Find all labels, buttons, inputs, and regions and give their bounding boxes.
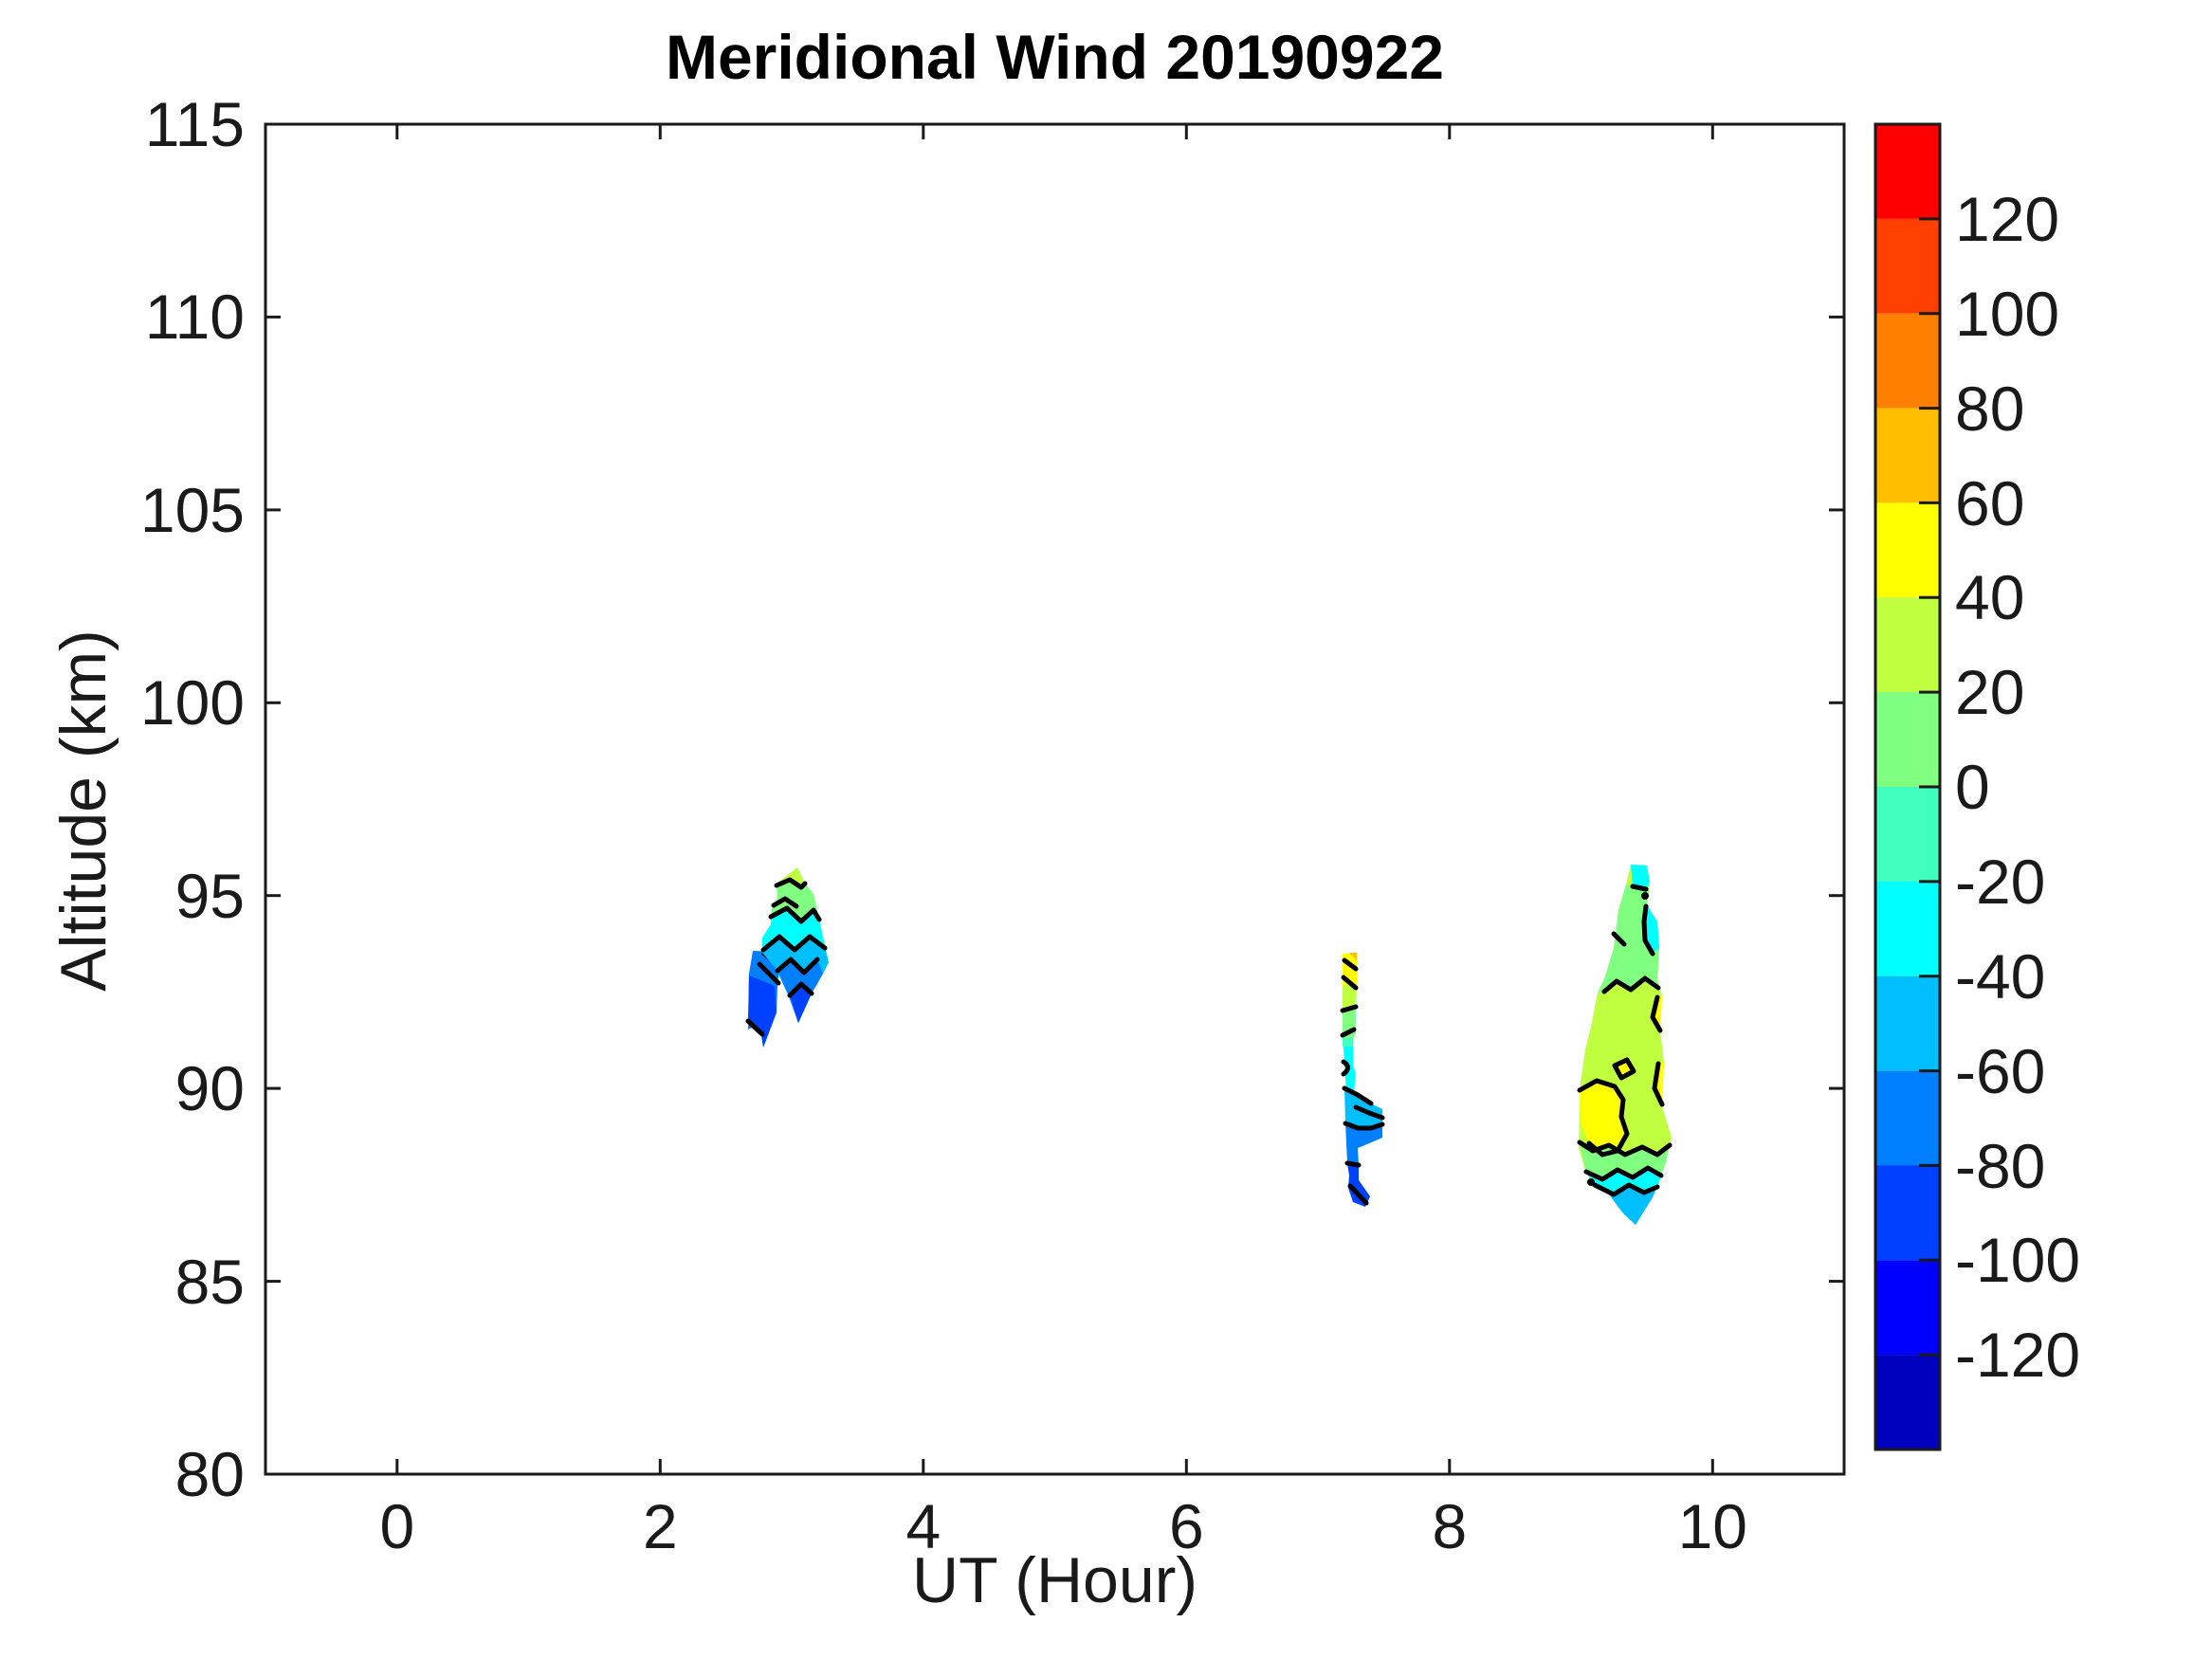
contour-patch-4 xyxy=(1577,865,1673,1225)
patch3-azure-band xyxy=(1345,1123,1382,1165)
patch4-contour-line xyxy=(1650,994,1663,1033)
colorbar-segment xyxy=(1875,787,1940,882)
colorbar-tick-label: 80 xyxy=(1955,373,2025,444)
x-axis-ticks-bottom xyxy=(395,1459,1714,1474)
patch3-amber-sliver xyxy=(1349,953,1357,960)
patch4-contour-line xyxy=(1592,1182,1660,1197)
y-tick-label: 95 xyxy=(174,861,245,931)
patch4-contour-line xyxy=(1652,1061,1665,1107)
colorbar-segment xyxy=(1875,218,1940,314)
y-tick-label: 115 xyxy=(144,89,245,159)
patch4-contour-line xyxy=(1611,931,1627,947)
patch2-contour-line xyxy=(771,896,799,909)
colorbar-segment xyxy=(1875,1165,1940,1261)
y-tick-label: 90 xyxy=(174,1053,245,1123)
x-tick-label: 8 xyxy=(1432,1491,1468,1561)
colorbar-tick-label: 60 xyxy=(1955,467,2025,538)
y-tick-label: 80 xyxy=(174,1439,245,1509)
patch1-contour-line xyxy=(745,1018,765,1037)
patch4-yellow-sliver-right xyxy=(1653,995,1662,1030)
patch3-contour-line xyxy=(1342,957,1359,972)
x-tick-label: 2 xyxy=(642,1491,678,1561)
colorbar-tick-label: -60 xyxy=(1955,1035,2046,1106)
x-axis-label: UT (Hour) xyxy=(912,1544,1197,1616)
plot-border xyxy=(264,122,1846,1476)
patch2-contour-line xyxy=(774,877,808,890)
y-axis-ticks-right xyxy=(1829,315,1844,1284)
patch3-spring-band xyxy=(1343,1038,1353,1047)
y-tick-label: 105 xyxy=(139,475,245,545)
patch2-blue-tip xyxy=(790,984,812,1023)
patch4-contour-line xyxy=(1583,1165,1664,1182)
colorbar-segment xyxy=(1875,502,1940,598)
x-tick-label: 10 xyxy=(1677,1491,1747,1561)
contour-patch-2 xyxy=(760,867,829,1023)
patch3-contour-line xyxy=(1342,1085,1374,1106)
colorbar-segment xyxy=(1875,1355,1940,1449)
patch3-contour-line xyxy=(1340,1027,1357,1038)
colorbar-segment xyxy=(1875,124,1940,219)
colorbar xyxy=(1874,122,1942,1451)
colorbar-tick-label: 40 xyxy=(1955,562,2025,632)
colorbar-segment xyxy=(1875,597,1940,693)
patch4-contour-speck xyxy=(1587,1178,1595,1186)
patch4-contour-line xyxy=(1577,1078,1630,1158)
patch2-contour-line xyxy=(768,905,822,924)
y-tick-label: 110 xyxy=(144,282,245,352)
colorbar-segment xyxy=(1875,313,1940,409)
x-tick-label: 0 xyxy=(379,1491,415,1561)
patch4-yellow-pocket-large xyxy=(1580,1081,1627,1155)
colorbar-tick-label: -40 xyxy=(1955,941,2046,1012)
colorbar-tick-label: 120 xyxy=(1955,184,2060,254)
colorbar-tick-label: 100 xyxy=(1955,279,2060,349)
contour-patch-3 xyxy=(1340,953,1385,1207)
chart-title: Meridional Wind 20190922 xyxy=(665,22,1445,92)
patch3-greenyellow-band xyxy=(1343,984,1357,1012)
colorbar-segment xyxy=(1875,975,1940,1071)
colorbar-tick-label: -20 xyxy=(1955,847,2046,917)
colorbar-tick-label: -100 xyxy=(1955,1225,2081,1295)
patch3-contour-line xyxy=(1347,1183,1369,1206)
patch4-contour-line xyxy=(1601,975,1661,994)
colorbar-segment xyxy=(1875,1260,1940,1356)
colorbar-segment xyxy=(1875,408,1940,503)
colorbar-tick-label: -80 xyxy=(1955,1130,2046,1201)
patch4-contour-line xyxy=(1641,903,1655,957)
x-axis-ticks-top xyxy=(395,124,1714,139)
colorbar-ticks xyxy=(1919,217,1940,1357)
patch2-contour-line xyxy=(775,957,820,975)
patch2-contour-line xyxy=(787,981,814,998)
patch3-contour-line xyxy=(1343,1121,1385,1131)
patch3-contour-line xyxy=(1344,1160,1362,1168)
patch1-contour-line xyxy=(757,961,781,986)
patch3-contour-line xyxy=(1340,1004,1359,1013)
patch3-blue-foot xyxy=(1347,1163,1370,1207)
y-axis-ticks-left xyxy=(265,315,281,1284)
x-tick-label: 4 xyxy=(905,1491,941,1561)
patch4-contour-line xyxy=(1577,1139,1673,1158)
patch4-cyan-tip xyxy=(1631,865,1650,889)
patch3-contour-line xyxy=(1341,1059,1350,1077)
patch2-contour-line xyxy=(760,934,828,953)
colorbar-segment xyxy=(1875,692,1940,787)
colorbar-segment xyxy=(1875,1070,1940,1166)
colorbar-segment xyxy=(1875,881,1940,976)
patch4-contour-speck xyxy=(1641,892,1649,900)
patch4-contour-line xyxy=(1630,884,1649,892)
patch4-contour-line xyxy=(1612,1057,1636,1081)
contour-patch-1 xyxy=(745,951,783,1048)
colorbar-tick-label: 0 xyxy=(1955,752,1990,822)
colorbar-tick-label: 20 xyxy=(1955,657,2025,727)
patch1-core-band xyxy=(748,975,777,1048)
patch4-yellow-sliver-right xyxy=(1654,1062,1664,1104)
y-tick-label: 85 xyxy=(174,1247,245,1317)
patch3-contour-line xyxy=(1341,975,1359,991)
y-tick-label: 100 xyxy=(139,667,245,738)
colorbar-tick-label: -120 xyxy=(1955,1320,2081,1390)
patch3-contour-line xyxy=(1353,1104,1385,1121)
x-tick-label: 6 xyxy=(1168,1491,1204,1561)
